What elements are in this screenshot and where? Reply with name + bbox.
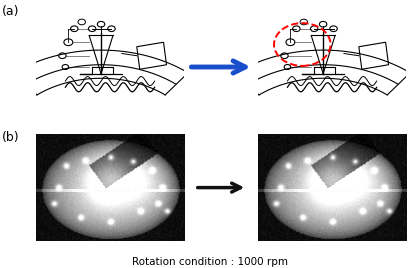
Text: (b): (b) — [2, 131, 20, 144]
Text: (a): (a) — [2, 5, 20, 18]
Text: Rotation condition : 1000 rpm: Rotation condition : 1000 rpm — [132, 257, 287, 267]
